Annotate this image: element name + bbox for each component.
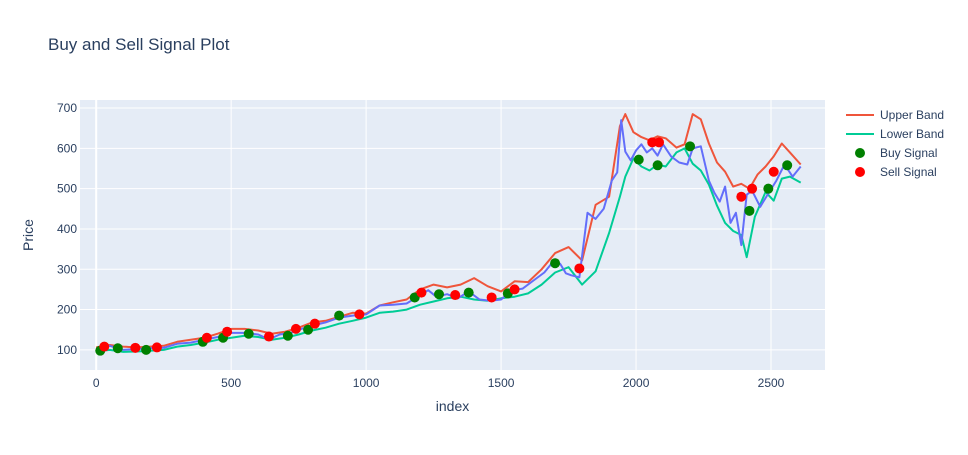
sell-signal-marker (486, 292, 497, 303)
buy-signal-marker (744, 205, 755, 216)
sell-signal-marker (416, 287, 427, 298)
sell-signal-marker (653, 137, 664, 148)
y-tick-label: 400 (57, 222, 77, 236)
sell-signal-marker (354, 309, 365, 320)
upper-band-line (96, 113, 802, 349)
sell-signal-marker (747, 183, 758, 194)
legend-label-upper-band: Upper Band (880, 108, 944, 122)
sell-signal-marker (263, 331, 274, 342)
buy-signal-marker (550, 258, 561, 269)
buy-signal-marker (652, 160, 663, 171)
sell-signal-marker (309, 318, 320, 329)
y-tick-label: 100 (57, 343, 77, 357)
sell-signal-marker (222, 326, 233, 337)
y-tick-label: 200 (57, 303, 77, 317)
buy-signal-marker (112, 343, 123, 354)
sell-signal-marker (130, 342, 141, 353)
legend: Upper Band Lower Band Buy Signal Sell Signa… (846, 108, 944, 179)
x-axis-title: index (436, 398, 469, 414)
x-tick-label: 2000 (623, 376, 650, 390)
sell-signal-marker (736, 191, 747, 202)
x-tick-label: 500 (221, 376, 241, 390)
buy-signal-marker (685, 141, 696, 152)
y-axis-title: Price (20, 219, 36, 251)
buy-signal-marker (434, 289, 445, 300)
chart-title: Buy and Sell Signal Plot (48, 35, 230, 54)
sell-signal-marker (450, 290, 461, 301)
buy-signal-marker (334, 310, 345, 321)
buy-signal-marker (282, 330, 293, 341)
plot-area (80, 100, 825, 370)
x-tick-label: 1000 (353, 376, 380, 390)
buy-signal-marker (633, 154, 644, 165)
legend-label-sell-signal: Sell Signal (880, 165, 937, 179)
x-tick-label: 0 (93, 376, 100, 390)
buy-signal-marker (141, 344, 152, 355)
legend-swatch-buy-signal (855, 148, 865, 158)
sell-signal-marker (768, 166, 779, 177)
y-tick-label: 700 (57, 101, 77, 115)
legend-swatch-sell-signal (855, 167, 865, 177)
y-tick-label: 300 (57, 262, 77, 276)
x-tick-label: 1500 (488, 376, 515, 390)
buy-signal-marker (463, 287, 474, 298)
y-tick-label: 500 (57, 182, 77, 196)
signal-markers (95, 137, 793, 356)
tick-labels: 0 500 1000 1500 2000 2500 100 200 300 400 500 600 70… (57, 101, 785, 390)
x-tick-label: 2500 (758, 376, 785, 390)
buy-signal-marker (243, 328, 254, 339)
buy-signal-marker (782, 160, 793, 171)
grid-lines (80, 100, 825, 370)
buy-signal-marker (303, 324, 314, 335)
buy-signal-marker (763, 183, 774, 194)
sell-signal-marker (509, 284, 520, 295)
legend-label-buy-signal: Buy Signal (880, 146, 937, 160)
sell-signal-marker (290, 323, 301, 334)
y-tick-label: 600 (57, 141, 77, 155)
sell-signal-marker (99, 341, 110, 352)
legend-label-lower-band: Lower Band (880, 127, 944, 141)
sell-signal-marker (151, 342, 162, 353)
sell-signal-marker (574, 263, 585, 274)
sell-signal-marker (201, 332, 212, 343)
